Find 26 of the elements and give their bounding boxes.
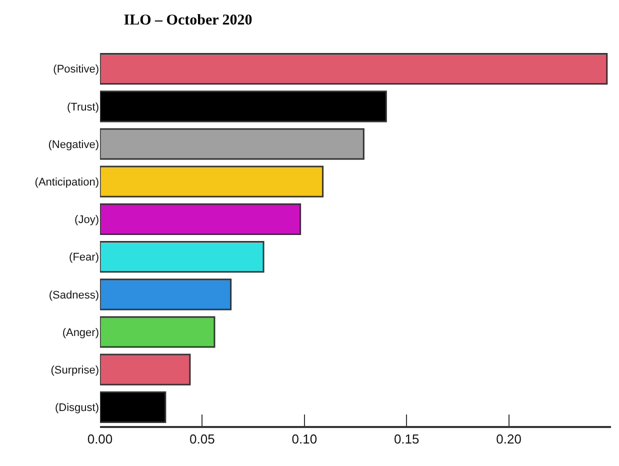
y-tick-label: (Surprise) <box>50 364 99 376</box>
bar <box>100 203 302 235</box>
y-tick-label: (Disgust) <box>54 402 99 414</box>
bar <box>100 90 387 122</box>
y-tick-label: (Joy) <box>74 214 99 226</box>
x-tick-label: 0.15 <box>394 431 420 446</box>
y-tick-label: (Sadness) <box>48 289 99 302</box>
y-tick-label: (Negative) <box>48 138 99 151</box>
bar <box>100 354 191 386</box>
bar <box>100 278 232 310</box>
x-tick-label: 0.20 <box>496 431 522 446</box>
bar <box>100 166 324 198</box>
y-tick-label: (Trust) <box>67 101 99 114</box>
y-tick-label: (Positive) <box>53 64 99 76</box>
x-tick-label: 0.00 <box>87 431 113 446</box>
y-tick-label: (Anticipation) <box>34 176 99 188</box>
bar <box>100 128 364 160</box>
chart-title: ILO – October 2020 <box>124 12 252 28</box>
y-tick-label: (Anger) <box>62 326 99 339</box>
y-tick-label: (Fear) <box>69 252 99 264</box>
bar <box>100 316 216 348</box>
bar <box>100 391 166 423</box>
bar <box>100 53 608 85</box>
bar <box>100 241 264 273</box>
x-tick-label: 0.10 <box>292 431 318 446</box>
x-tick-label: 0.05 <box>190 431 215 446</box>
